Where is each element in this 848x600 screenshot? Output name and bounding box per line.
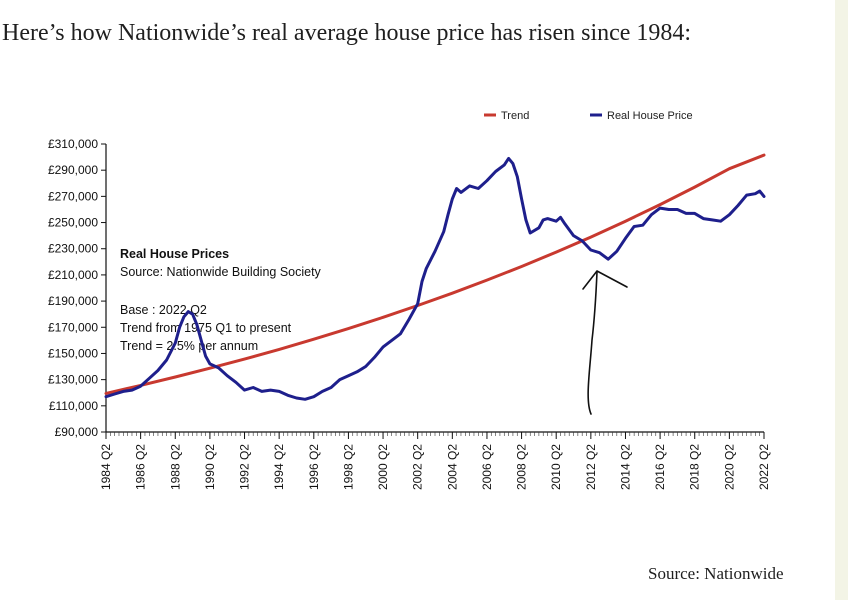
x-tick-label: 1986 Q2: [134, 444, 148, 490]
x-tick-label: 2004 Q2: [445, 444, 459, 490]
x-tick-label: 1996 Q2: [307, 444, 321, 490]
series-line-real-house-price: [104, 156, 766, 401]
x-tick-label: 2018 Q2: [688, 444, 702, 490]
y-tick-label: £150,000: [48, 346, 98, 360]
x-tick-label: 2022 Q2: [757, 444, 771, 490]
series-layer: [104, 153, 766, 401]
legend: Trend Real House Price: [484, 110, 693, 122]
chart-axes: [105, 144, 764, 433]
legend-label-real-house-price: Real House Price: [607, 110, 693, 122]
y-tick-label: £310,000: [48, 137, 98, 151]
x-tick-label: 1998 Q2: [341, 444, 355, 490]
y-tick-label: £210,000: [48, 268, 98, 282]
arrow-head: [582, 270, 628, 290]
y-tick-label: £270,000: [48, 189, 98, 203]
y-tick-label: £170,000: [48, 320, 98, 334]
annotation-trend-range: Trend from 1975 Q1 to present: [120, 321, 292, 335]
y-tick-label: £290,000: [48, 163, 98, 177]
y-tick-label: £130,000: [48, 373, 98, 387]
annotation-source: Source: Nationwide Building Society: [120, 265, 322, 279]
y-tick-label: £110,000: [49, 399, 98, 413]
y-tick-label: £190,000: [48, 294, 98, 308]
page-right-gutter: [835, 0, 848, 600]
x-tick-label: 1992 Q2: [238, 444, 252, 490]
y-ticks: £90,000 £110,000 £130,000 £150,000 £170,000 £…: [48, 137, 106, 439]
handwritten-arrow-annotation: [582, 270, 628, 415]
x-tick-label: 2014 Q2: [618, 444, 632, 490]
x-tick-label: 1984 Q2: [99, 444, 113, 490]
arrow-shaft: [587, 271, 598, 415]
x-tick-label: 1994 Q2: [272, 444, 286, 490]
source-caption: Source: Nationwide: [648, 564, 784, 583]
x-tick-label: 1988 Q2: [168, 444, 182, 490]
x-tick-label: 2020 Q2: [722, 444, 736, 490]
x-tick-label: 2002 Q2: [411, 444, 425, 490]
x-tick-label: 2012 Q2: [584, 444, 598, 490]
chart-annotation: Real House Prices Source: Nationwide Bui…: [120, 247, 322, 353]
y-tick-label: £230,000: [48, 242, 98, 256]
x-tick-label: 1990 Q2: [203, 444, 217, 490]
x-tick-label: 2010 Q2: [549, 444, 563, 490]
x-tick-label: 2006 Q2: [480, 444, 494, 490]
annotation-trend-rate: Trend = 2.5% per annum: [120, 339, 258, 353]
y-tick-label: £90,000: [55, 425, 99, 439]
x-ticks: 1984 Q2 1986 Q2 1988 Q2 1990 Q2 1992 Q2 1994 …: [99, 432, 771, 490]
page-heading: Here’s how Nationwide’s real average hou…: [2, 20, 692, 46]
annotation-title: Real House Prices: [120, 247, 229, 261]
x-tick-label: 2016 Q2: [653, 444, 667, 490]
legend-label-trend: Trend: [501, 110, 529, 122]
y-tick-label: £250,000: [48, 216, 98, 230]
x-tick-label: 2008 Q2: [515, 444, 529, 490]
x-tick-label: 2000 Q2: [376, 444, 390, 490]
